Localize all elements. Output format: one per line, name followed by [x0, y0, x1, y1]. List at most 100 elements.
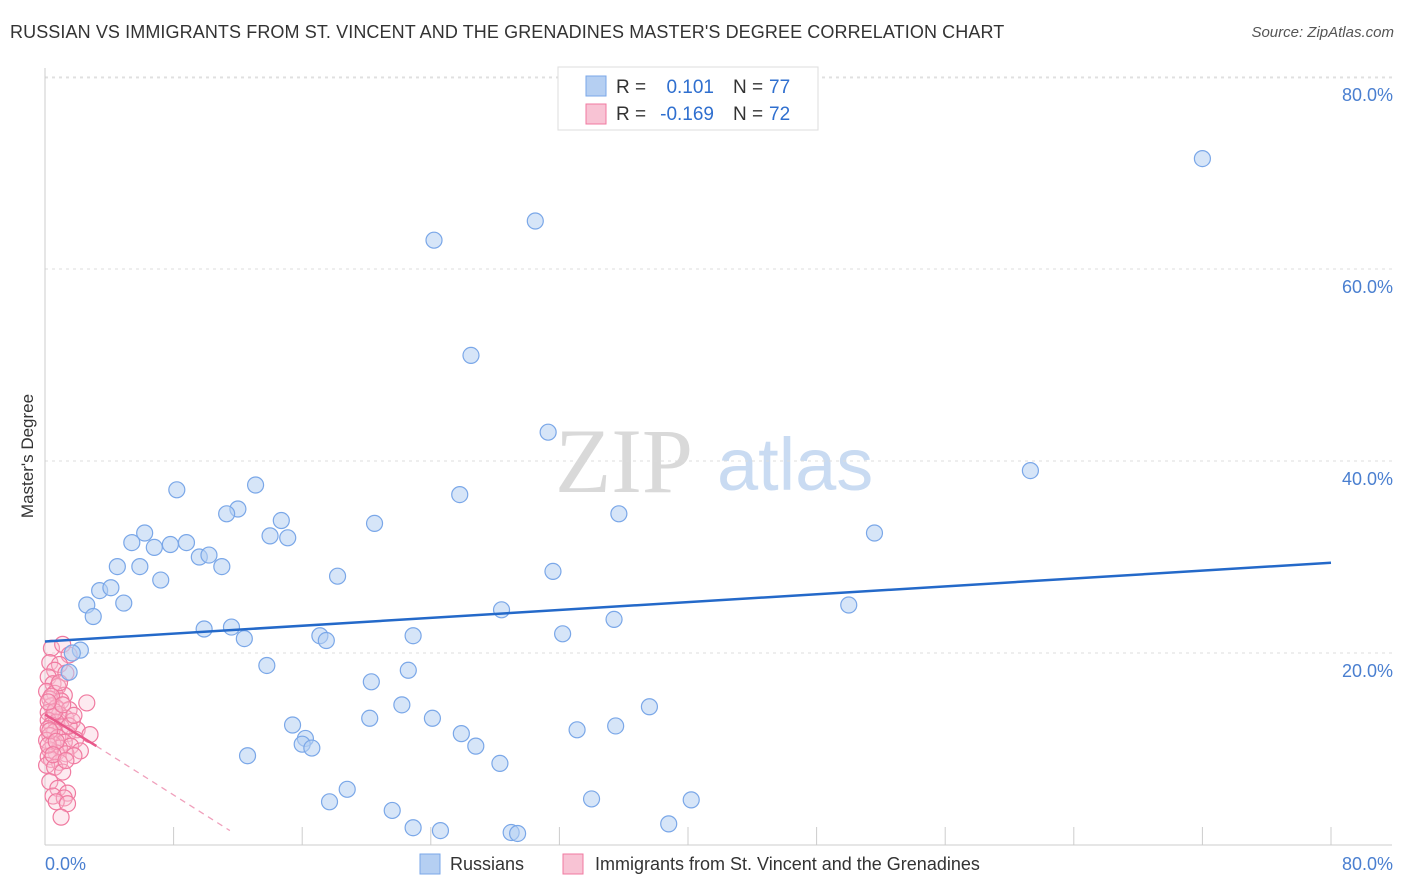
russians-point-8 — [451, 486, 469, 504]
russians-point-1 — [526, 212, 544, 230]
immigrants-point-15 — [78, 694, 96, 712]
russians-point-58 — [607, 717, 625, 735]
r-label-1: R = — [616, 77, 646, 98]
russians-point-2 — [425, 231, 443, 249]
russians-point-15 — [136, 524, 154, 542]
immigrants-point-64 — [50, 674, 69, 692]
russians-point-62 — [467, 737, 485, 755]
russians-point-6 — [168, 481, 186, 499]
russians-point-39 — [222, 618, 241, 636]
immigrants-point-66 — [54, 696, 72, 714]
russians-point-4 — [539, 423, 557, 441]
russians-point-35 — [492, 601, 511, 619]
russians-point-14 — [865, 524, 884, 542]
russians-point-72 — [660, 815, 678, 833]
russians-point-29 — [152, 571, 170, 589]
russians-point-65 — [338, 780, 356, 798]
n-label-2: N = — [733, 104, 763, 125]
legend-swatch-immigrants — [585, 103, 607, 125]
russians-point-42 — [317, 631, 335, 650]
y-tick-label-2: 60.0% — [1342, 277, 1393, 297]
legend-swatch-russians-bottom — [419, 853, 441, 875]
russians-point-43 — [235, 629, 253, 648]
chart-title: RUSSIAN VS IMMIGRANTS FROM ST. VINCENT A… — [10, 22, 1005, 42]
x-tick-label-1: 80.0% — [1342, 854, 1393, 874]
russians-point-34 — [840, 596, 858, 614]
x-tick-labels: 0.0% 80.0% — [45, 854, 1393, 874]
immigrants-point-62 — [60, 717, 78, 735]
russians-point-71 — [682, 791, 700, 809]
russians-point-28 — [328, 567, 347, 585]
russians-point-38 — [195, 620, 213, 638]
russians-point-41 — [404, 627, 422, 645]
series-immigrants-points — [38, 635, 99, 826]
russians-point-31 — [102, 579, 120, 597]
immigrants-point-69 — [39, 693, 57, 711]
russians-point-36 — [84, 607, 102, 626]
x-tick-label-0: 0.0% — [45, 854, 86, 874]
y-tick-label-1: 40.0% — [1342, 469, 1393, 489]
russians-point-18 — [177, 533, 196, 552]
russians-point-33 — [115, 594, 133, 612]
immigrants-point-46 — [65, 747, 83, 765]
n-label-1: N = — [733, 77, 763, 98]
russians-point-16 — [123, 533, 141, 552]
russians-point-10 — [218, 505, 236, 523]
russians-point-24 — [108, 557, 126, 576]
russians-point-47 — [258, 656, 276, 675]
watermark-zip: ZIP — [555, 410, 693, 512]
gridlines — [45, 76, 1392, 654]
n-value-2: 72 — [769, 104, 790, 125]
russians-point-23 — [200, 546, 218, 564]
russians-point-67 — [383, 801, 401, 820]
russians-point-21 — [145, 538, 163, 557]
series-legend: Russians Immigrants from St. Vincent and… — [419, 853, 980, 875]
russians-point-19 — [261, 527, 279, 545]
stats-legend: R = 0.101 N = 77 R = -0.169 N = 72 — [557, 66, 819, 131]
russians-point-55 — [361, 709, 379, 727]
n-value-1: 77 — [769, 77, 790, 98]
series-russians-points — [60, 150, 1212, 843]
legend-label-russians: Russians — [450, 854, 524, 874]
russians-point-53 — [283, 716, 302, 734]
russians-trend-line — [44, 561, 1332, 643]
russians-point-49 — [60, 663, 78, 681]
watermark-atlas: atlas — [717, 423, 873, 506]
russians-point-57 — [568, 721, 586, 739]
immigrants-point-67 — [47, 732, 65, 750]
russians-point-56 — [452, 725, 470, 743]
russians-point-48 — [399, 661, 417, 679]
russians-point-51 — [640, 698, 659, 716]
russians-point-37 — [605, 610, 623, 629]
immigrants-point-60 — [39, 736, 57, 754]
russians-point-20 — [279, 529, 297, 547]
r-value-1: 0.101 — [666, 77, 714, 98]
russians-point-26 — [213, 557, 231, 576]
russians-point-52 — [393, 696, 411, 714]
legend-label-immigrants: Immigrants from St. Vincent and the Gren… — [595, 854, 980, 874]
russians-point-70 — [582, 790, 601, 808]
r-value-2: -0.169 — [660, 104, 714, 125]
immigrants-point-33 — [81, 725, 99, 744]
russians-point-66 — [320, 793, 339, 811]
russians-point-12 — [272, 511, 290, 530]
r-label-2: R = — [616, 104, 646, 125]
immigrants-point-68 — [65, 706, 83, 725]
source-credit: Source: ZipAtlas.com — [1251, 24, 1394, 41]
immigrants-point-71 — [57, 751, 75, 770]
russians-point-13 — [365, 514, 384, 533]
russians-point-25 — [131, 557, 149, 576]
y-axis-title: Master's Degree — [18, 394, 37, 518]
russians-point-5 — [1021, 462, 1039, 480]
russians-point-46 — [63, 644, 81, 662]
russians-point-17 — [161, 535, 179, 554]
russians-point-64 — [491, 754, 509, 773]
legend-swatch-immigrants-bottom — [562, 853, 584, 875]
russians-point-7 — [246, 476, 265, 494]
immigrants-trend-extension — [96, 745, 231, 832]
russians-point-44 — [554, 625, 572, 643]
russians-point-54 — [423, 709, 442, 727]
russians-point-50 — [362, 673, 380, 691]
russians-point-63 — [238, 747, 257, 765]
